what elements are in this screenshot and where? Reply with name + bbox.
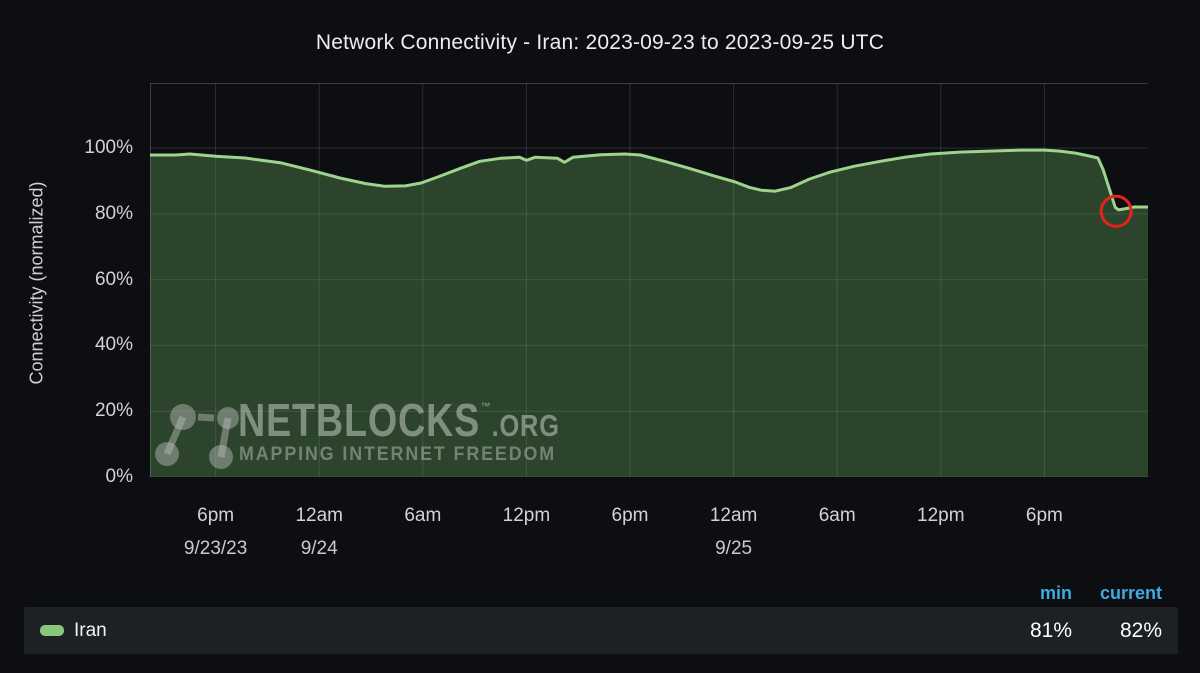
chart-title: Network Connectivity - Iran: 2023-09-23 … <box>315 31 885 54</box>
legend-column-headers: min current <box>1002 583 1162 604</box>
x-tick-label: 6pm <box>1025 505 1063 526</box>
y-tick-label: 40% <box>94 334 133 356</box>
x-tick-label: 12pm <box>917 505 965 526</box>
legend-min-value: 81% <box>1029 618 1072 642</box>
legend-header-current[interactable]: current <box>1099 583 1162 603</box>
netblocks-logo-icon <box>155 404 239 469</box>
watermark-tagline: MAPPING INTERNET FREEDOM <box>239 444 557 465</box>
connectivity-area-chart[interactable] <box>150 83 1148 477</box>
x-date-label: 9/24 <box>300 538 338 559</box>
legend-current-value: 82% <box>1119 618 1162 642</box>
y-tick-label: 60% <box>94 268 133 290</box>
x-tick-label: 12am <box>709 505 758 526</box>
x-date-label: 9/25 <box>715 538 753 559</box>
watermark-brand-suffix: .ORG <box>491 408 560 443</box>
legend-series-iran[interactable]: Iran <box>40 620 107 642</box>
y-tick-label: 0% <box>105 466 133 487</box>
y-tick-label: 20% <box>94 400 133 422</box>
watermark-brand: NETBLOCKS ™ .ORG <box>238 394 560 446</box>
outage-annotation-circle <box>1099 194 1133 228</box>
iran-series-swatch <box>40 625 64 636</box>
plot-area[interactable] <box>150 83 1148 477</box>
y-tick-label: 80% <box>94 202 133 224</box>
x-tick-label: 6am <box>818 505 856 526</box>
x-tick-label: 12pm <box>502 505 551 526</box>
y-axis-label: Connectivity (normalized) <box>26 181 47 385</box>
watermark-tm: ™ <box>480 400 491 414</box>
x-date-label: 9/23/23 <box>183 538 248 559</box>
x-tick-label: 6pm <box>197 505 235 526</box>
x-tick-label: 12am <box>295 505 343 526</box>
legend-header-min[interactable]: min <box>1039 583 1072 603</box>
x-tick-label: 6pm <box>611 505 649 526</box>
watermark-brand-name: NETBLOCKS <box>238 394 481 446</box>
y-tick-label: 100% <box>84 137 133 159</box>
iran-series-label: Iran <box>74 619 107 641</box>
legend-panel: Iran 81% 82% <box>24 607 1178 654</box>
x-tick-label: 6am <box>404 505 442 526</box>
